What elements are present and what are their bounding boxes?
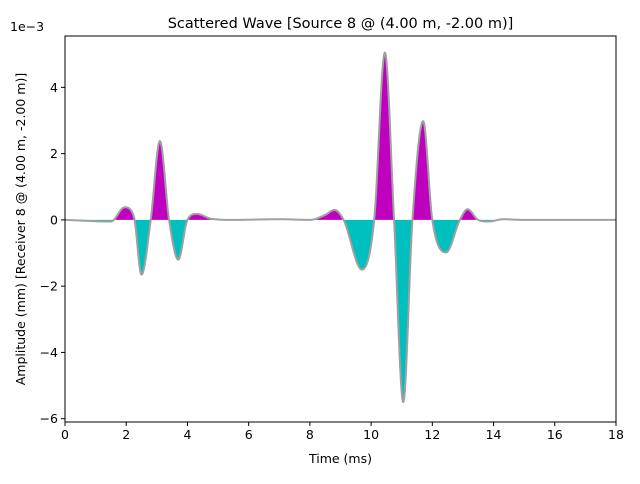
x-axis-ticks: 0 2 4 6 8 10 12 14 16 18 (61, 422, 624, 442)
y-tick-label: −2 (40, 279, 58, 294)
waveform-trace (64, 51, 617, 404)
x-tick-label: 8 (306, 427, 314, 442)
x-tick-label: 0 (61, 427, 69, 442)
y-tick-label: −6 (40, 411, 58, 426)
y-axis-label: Amplitude (mm) [Receiver 8 @ (4.00 m, -2… (13, 73, 28, 386)
y-axis-offset-label: 1e−3 (10, 19, 44, 34)
y-tick-label: 4 (50, 80, 58, 95)
x-tick-label: 14 (486, 427, 502, 442)
x-tick-label: 10 (363, 427, 379, 442)
y-axis-ticks: −6 −4 −2 0 2 4 (40, 80, 65, 426)
y-tick-label: 2 (50, 146, 58, 161)
x-tick-label: 2 (122, 427, 130, 442)
x-tick-label: 12 (424, 427, 440, 442)
plot-frame (64, 35, 617, 423)
waveform-trace-group (64, 51, 617, 404)
x-axis-label: Time (ms) (308, 451, 372, 466)
y-tick-label: −4 (40, 345, 58, 360)
x-tick-label: 16 (547, 427, 563, 442)
x-tick-label: 18 (608, 427, 624, 442)
x-tick-label: 6 (245, 427, 253, 442)
chart-title: Scattered Wave [Source 8 @ (4.00 m, -2.0… (168, 16, 514, 32)
y-tick-label: 0 (50, 212, 58, 227)
x-tick-label: 4 (183, 427, 191, 442)
